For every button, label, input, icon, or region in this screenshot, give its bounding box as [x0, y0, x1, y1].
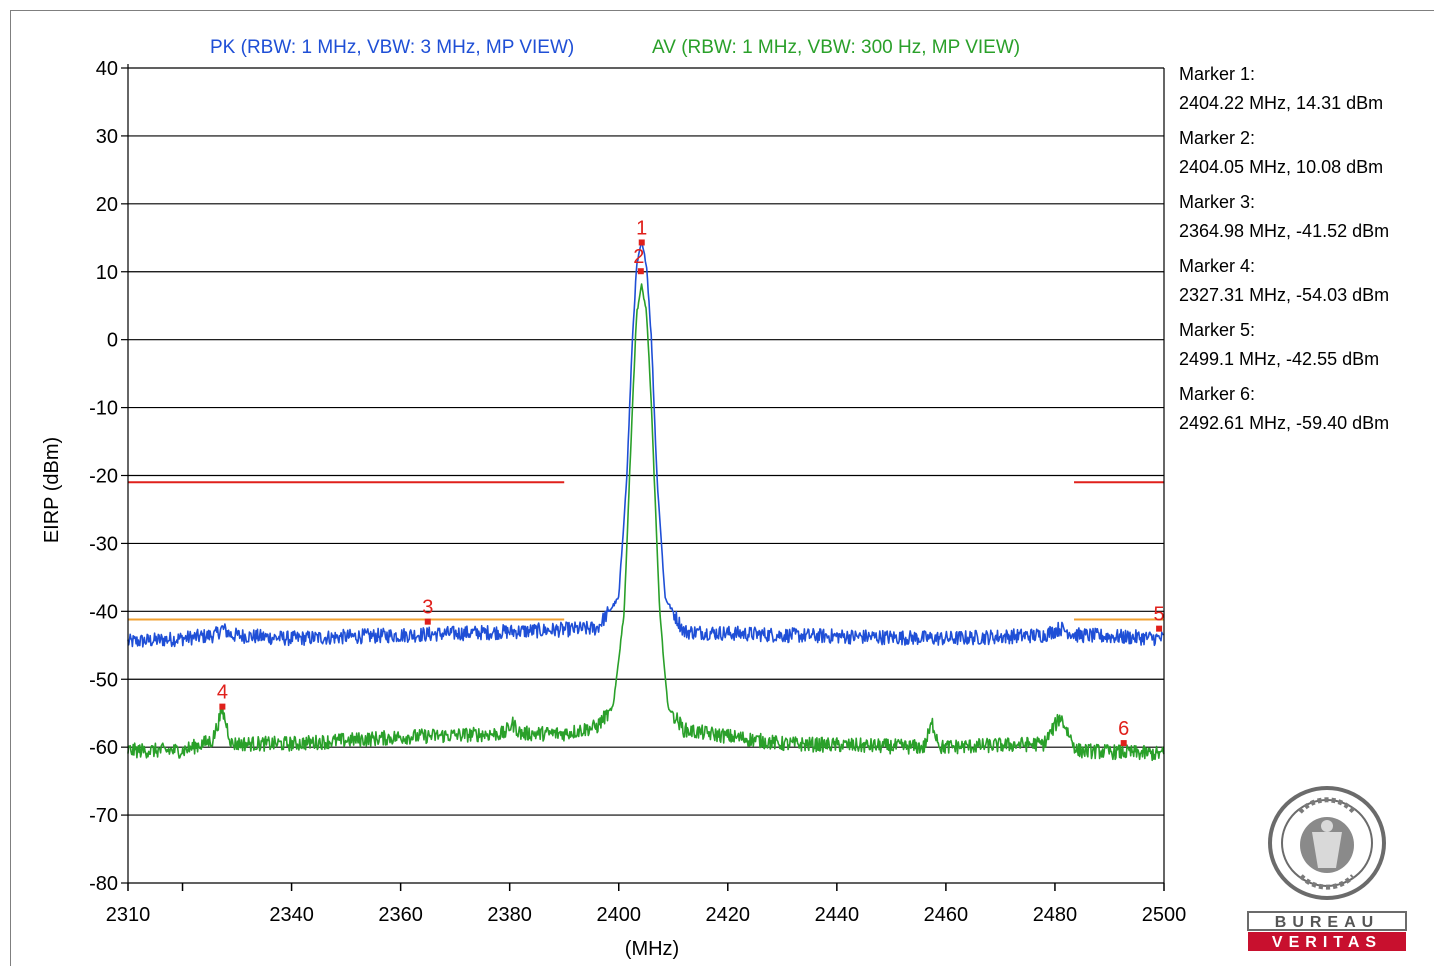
x-tick-labels: 2310 2340 2360 2380 2400 2420 2440 2460 2480 2500 — [106, 904, 1187, 926]
y-tick-label: -80 — [89, 873, 118, 895]
markers: 1 2 3 4 5 6 — [217, 217, 1165, 747]
logo-red-band — [1248, 932, 1406, 951]
legend: PK (RBW: 1 MHz, VBW: 3 MHz, MP VIEW) AV … — [210, 37, 1020, 58]
logo-word-veritas: VERITAS — [1272, 934, 1382, 951]
y-tick-label: 30 — [96, 126, 118, 148]
marker-point — [638, 239, 645, 246]
legend-av: AV (RBW: 1 MHz, VBW: 300 Hz, MP VIEW) — [652, 37, 1020, 58]
x-tick-label: 2380 — [487, 904, 532, 926]
y-tick-label: 40 — [96, 58, 118, 80]
marker-readout-value: 2364.98 MHz, -41.52 dBm — [1179, 221, 1389, 241]
series-line-av — [127, 283, 1165, 762]
logo-word-bureau: BUREAU — [1275, 914, 1379, 931]
x-tick-label: 2480 — [1033, 904, 1078, 926]
marker-label: 4 — [217, 682, 228, 704]
y-tick-label: -50 — [89, 669, 118, 691]
y-tick-label: -30 — [89, 533, 118, 555]
marker-readout-title: Marker 2: — [1179, 128, 1255, 148]
marker-label: 6 — [1118, 718, 1129, 740]
x-tick-label: 2400 — [596, 904, 641, 926]
marker-readout-value: 2404.05 MHz, 10.08 dBm — [1179, 157, 1383, 177]
grid — [128, 67, 1164, 816]
marker-readout-value: 2492.61 MHz, -59.40 dBm — [1179, 413, 1389, 433]
y-tick-label: 0 — [107, 330, 118, 352]
marker-label: 5 — [1154, 604, 1165, 626]
y-tick-label: -70 — [89, 805, 118, 827]
marker-point — [424, 618, 431, 625]
marker-readout-value: 2499.1 MHz, -42.55 dBm — [1179, 349, 1379, 369]
chart-frame — [10, 10, 1434, 966]
x-tick-label: 2460 — [924, 904, 969, 926]
limit-lines — [128, 481, 1164, 621]
marker-label: 1 — [636, 217, 647, 239]
marker-point — [1120, 740, 1127, 747]
marker-readout-value: 2404.22 MHz, 14.31 dBm — [1179, 93, 1383, 113]
y-tick-label: -40 — [89, 601, 118, 623]
marker-readout-title: Marker 5: — [1179, 320, 1255, 340]
marker-readout-title: Marker 1: — [1179, 64, 1255, 84]
marker-point — [637, 268, 644, 275]
x-tick-label: 2500 — [1142, 904, 1187, 926]
bureau-veritas-logo: BUREAU VERITAS — [1247, 786, 1407, 951]
x-tick-label: 2340 — [269, 904, 314, 926]
marker-point — [219, 703, 226, 710]
y-tick-labels: 40 30 20 10 0 -10 -20 -30 -40 -50 -60 -70 -80 — [89, 58, 118, 895]
x-axis-label: (MHz) — [625, 938, 679, 960]
marker-point — [1156, 625, 1163, 632]
y-tick-label: -60 — [89, 737, 118, 759]
marker-readout-title: Marker 6: — [1179, 384, 1255, 404]
marker-readout-value: 2327.31 MHz, -54.03 dBm — [1179, 285, 1389, 305]
x-tick-label: 2440 — [815, 904, 860, 926]
series — [127, 241, 1165, 762]
marker-label: 2 — [633, 246, 644, 268]
x-tick-label: 2360 — [378, 904, 423, 926]
x-tick-label: 2310 — [106, 904, 151, 926]
y-tick-label: 20 — [96, 194, 118, 216]
x-tick-label: 2420 — [706, 904, 751, 926]
y-tick-label: 10 — [96, 262, 118, 284]
axes — [121, 64, 1165, 891]
marker-readout-title: Marker 4: — [1179, 256, 1255, 276]
y-tick-label: -20 — [89, 466, 118, 488]
marker-readout: Marker 1: 2404.22 MHz, 14.31 dBm Marker 2:… — [1179, 64, 1389, 433]
legend-pk: PK (RBW: 1 MHz, VBW: 3 MHz, MP VIEW) — [210, 37, 574, 58]
marker-label: 3 — [422, 597, 433, 619]
marker-readout-title: Marker 3: — [1179, 192, 1255, 212]
y-tick-label: -10 — [89, 398, 118, 420]
y-axis-label: EIRP (dBm) — [41, 437, 63, 543]
series-line-pk — [127, 241, 1165, 648]
seal-icon — [1268, 786, 1386, 900]
